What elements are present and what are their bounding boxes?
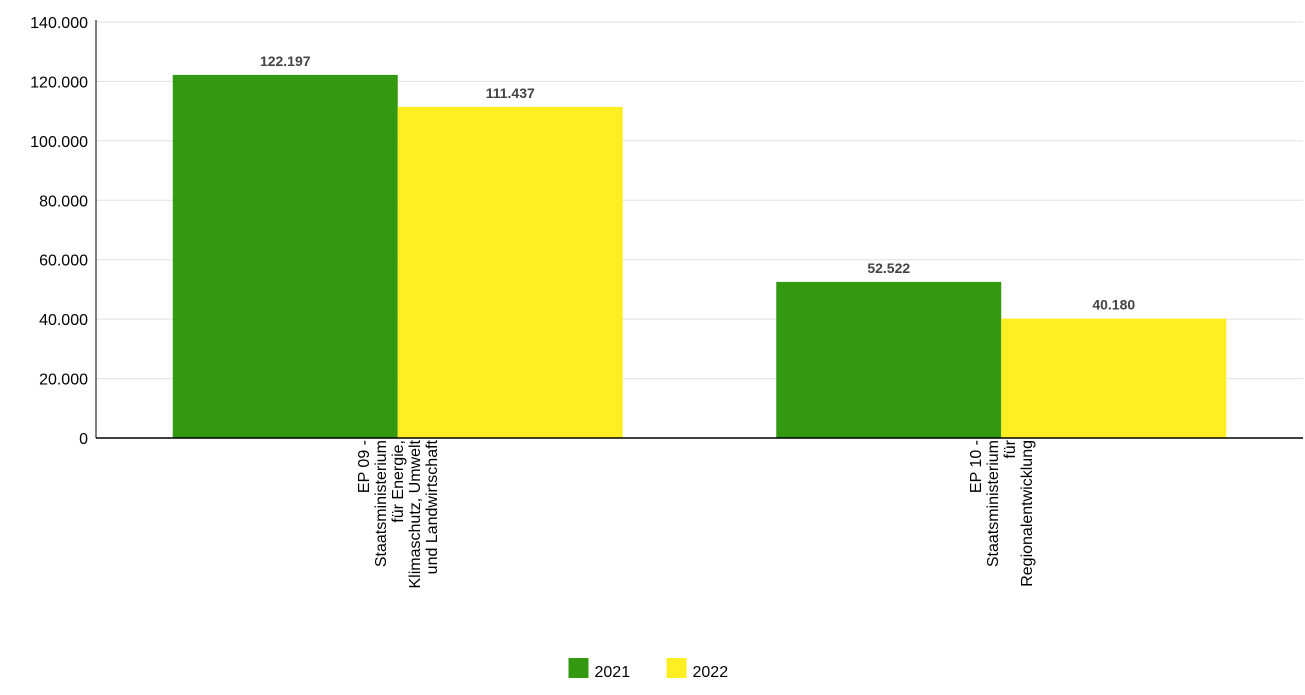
y-tick-label: 40.000 — [39, 312, 88, 329]
x-category-label-line: EP 10 - — [968, 440, 985, 493]
x-category-label: EP 10 - Staatsministerium für Regionalentwi… — [968, 439, 1036, 586]
bar-2021-category-2 — [776, 281, 1002, 438]
x-axis: EP 09 - Staatsministerium für Energie, Klim… — [96, 437, 1303, 588]
x-category-label-line: für Energie, — [390, 440, 407, 523]
bar-2022-category-1 — [397, 106, 623, 438]
bar-2021-category-1 — [172, 74, 398, 439]
data-label: 122.197 — [260, 53, 311, 69]
y-tick-label: 60.000 — [39, 253, 88, 270]
y-tick-label: 100.000 — [30, 134, 88, 151]
y-tick-label: 0 — [79, 431, 88, 448]
legend-swatch — [666, 658, 687, 678]
legend-item-2022[interactable]: 2022 — [666, 658, 729, 681]
y-tick-label: 80.000 — [39, 193, 88, 210]
legend-swatch — [568, 658, 589, 678]
data-label: 52.522 — [867, 260, 910, 276]
legend-label: 2022 — [693, 664, 729, 681]
x-category-label-line: und Landwirtschaft — [424, 439, 441, 574]
x-category-label-line: Regionalentwicklung — [1019, 440, 1036, 587]
y-axis: 0 20.000 40.000 60.000 80.000 100.000 120.000 1… — [30, 15, 97, 448]
bar-2022-category-2 — [1001, 318, 1227, 438]
data-label: 40.180 — [1092, 297, 1135, 313]
legend: 2021 2022 — [568, 658, 729, 681]
x-category-label: EP 09 - Staatsministerium für Energie, Klim… — [356, 439, 441, 588]
x-category-label-line: Staatsministerium — [373, 440, 390, 567]
x-category-label-line: Staatsministerium — [985, 440, 1002, 567]
legend-label: 2021 — [595, 664, 631, 681]
x-category-label-line: für — [1002, 439, 1019, 458]
x-category-label-line: EP 09 - — [356, 440, 373, 493]
data-label: 111.437 — [486, 85, 535, 101]
y-tick-label: 20.000 — [39, 372, 88, 389]
bars — [172, 74, 1227, 439]
y-tick-label: 120.000 — [30, 74, 88, 91]
data-labels: 122.197 111.437 52.522 40.180 — [260, 53, 1135, 313]
legend-item-2021[interactable]: 2021 — [568, 658, 631, 681]
y-tick-label: 140.000 — [30, 15, 88, 32]
x-category-label-line: Klimaschutz, Umwelt — [407, 439, 424, 588]
